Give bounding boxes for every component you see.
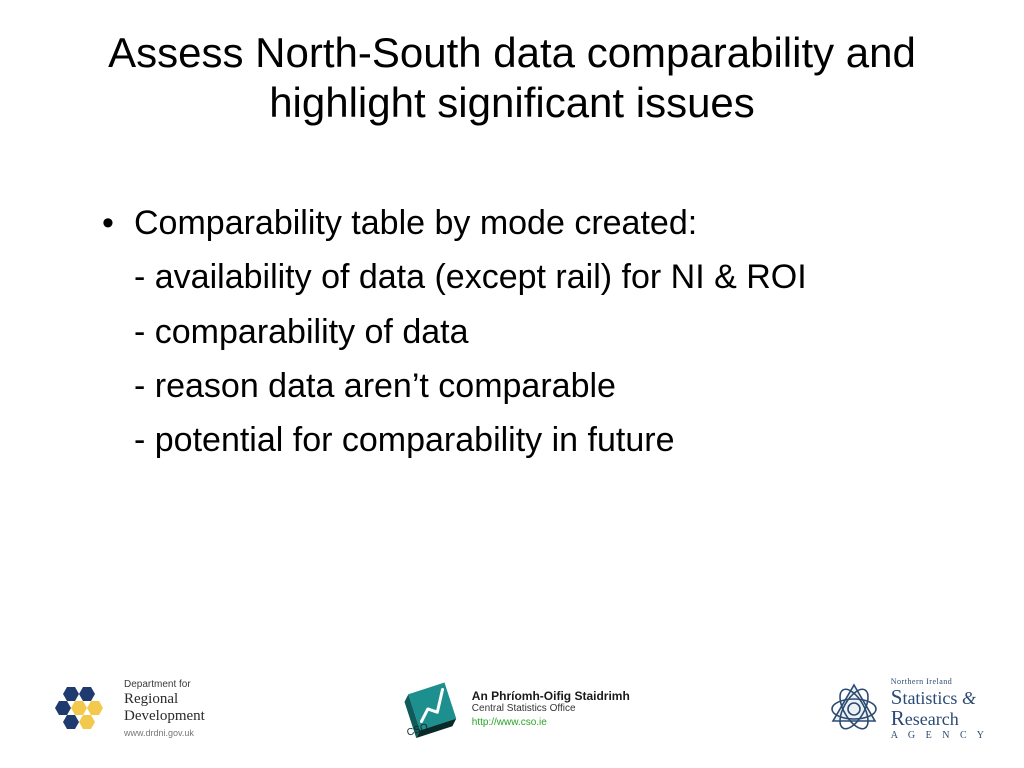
drd-line2: Regional — [124, 691, 205, 708]
nisra-agency: A G E N C Y — [891, 731, 988, 741]
cso-chart-icon: CSO — [400, 678, 462, 740]
footer-logos: Department for Regional Development www.… — [0, 664, 1024, 754]
drd-hex-icon — [54, 683, 114, 735]
nisra-line2: Research — [891, 708, 988, 729]
logo-drd: Department for Regional Development www.… — [54, 679, 205, 738]
logo-nisra: Northern Ireland Statistics & Research A… — [825, 678, 988, 741]
nisra-line1: Statistics & — [891, 687, 988, 708]
cso-line1: An Phríomh-Oifig Staidrimh — [472, 690, 630, 704]
nisra-geom-icon — [825, 682, 883, 736]
logo-cso: CSO An Phríomh-Oifig Staidrimh Central S… — [400, 678, 630, 740]
bullet-item: Comparability table by mode created: — [96, 199, 960, 247]
cso-url: http://www.cso.ie — [472, 717, 630, 729]
sub-item: - comparability of data — [96, 308, 960, 356]
sub-item: - potential for comparability in future — [96, 416, 960, 464]
drd-line1: Department for — [124, 679, 205, 691]
sub-item: - reason data aren’t comparable — [96, 362, 960, 410]
drd-line3: Development — [124, 708, 205, 725]
sub-item: - availability of data (except rail) for… — [96, 253, 960, 301]
logo-nisra-text: Northern Ireland Statistics & Research A… — [891, 678, 988, 741]
logo-cso-text: An Phríomh-Oifig Staidrimh Central Stati… — [472, 690, 630, 729]
logo-drd-text: Department for Regional Development www.… — [124, 679, 205, 738]
cso-line2: Central Statistics Office — [472, 703, 630, 715]
slide-title: Assess North-South data comparability an… — [44, 28, 980, 127]
drd-url: www.drdni.gov.uk — [124, 728, 205, 738]
slide: Assess North-South data comparability an… — [0, 0, 1024, 768]
nisra-line0: Northern Ireland — [891, 678, 988, 686]
slide-body: Comparability table by mode created: - a… — [44, 199, 980, 464]
